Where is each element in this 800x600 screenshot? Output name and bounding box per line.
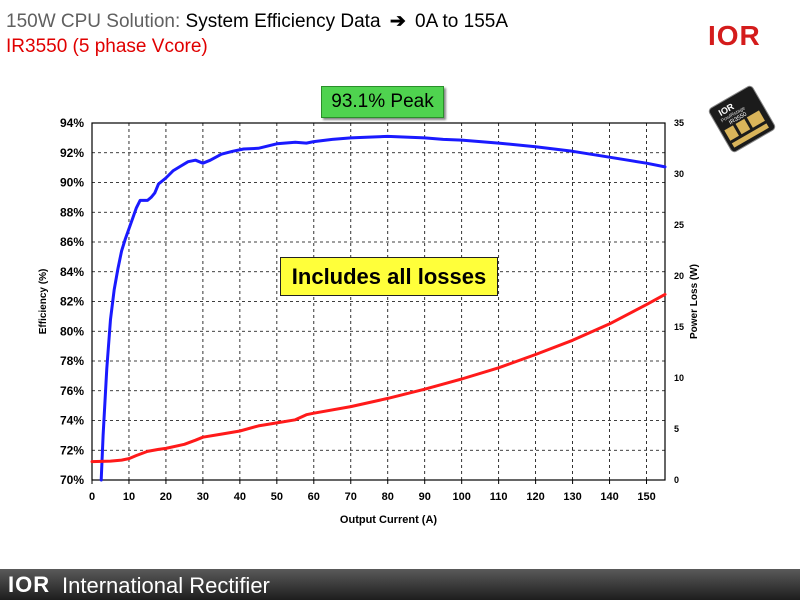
x-tick-label: 90 — [419, 491, 431, 503]
title-main: System Efficiency Data — [185, 11, 381, 32]
x-tick-label: 50 — [271, 491, 283, 503]
footer-company-name: International Rectifier — [62, 573, 270, 598]
x-tick-label: 30 — [197, 491, 209, 503]
y2-axis-title: Power Loss (W) — [689, 264, 700, 339]
x-axis-title: Output Current (A) — [340, 514, 437, 526]
y2-tick-label: 5 — [674, 424, 679, 434]
slide-title: 150W CPU Solution: System Efficiency Dat… — [6, 10, 508, 33]
right-arrow-icon: ➔ — [389, 11, 406, 32]
y-tick-label: 72% — [60, 443, 84, 457]
y-tick-label: 84% — [60, 265, 84, 279]
x-tick-label: 20 — [160, 491, 172, 503]
y-tick-label: 86% — [60, 235, 84, 249]
plot-border — [91, 122, 666, 481]
power-loss-series-line — [90, 292, 667, 464]
y-tick-label: 80% — [60, 324, 84, 338]
x-tick-label: 140 — [600, 491, 618, 503]
x-tick-label: 150 — [637, 491, 655, 503]
x-tick-label: 80 — [382, 491, 394, 503]
y-tick-label: 92% — [60, 146, 84, 160]
x-tick-label: 100 — [452, 491, 470, 503]
y2-tick-label: 25 — [674, 220, 684, 230]
y-tick-label: 76% — [60, 384, 84, 398]
y-tick-label: 70% — [60, 473, 84, 487]
x-tick-label: 130 — [563, 491, 581, 503]
x-tick-label: 110 — [490, 491, 508, 503]
x-tick-label: 70 — [345, 491, 357, 503]
y2-tick-label: 35 — [674, 118, 684, 128]
y-tick-label: 74% — [60, 414, 84, 428]
y2-tick-label: 0 — [674, 475, 679, 485]
y-tick-label: 82% — [60, 295, 84, 309]
peak-label-box: 93.1% Peak — [321, 86, 444, 118]
x-tick-label: 60 — [308, 491, 320, 503]
y2-tick-label: 10 — [674, 373, 684, 383]
title-prefix: 150W CPU Solution: — [6, 11, 181, 32]
y-axis-title: Efficiency (%) — [38, 269, 49, 335]
efficiency-chart: 0 10 20 30 40 50 60 70 80 90 100 110 120 130 140 15070%… — [38, 116, 700, 526]
footer-logo: IOR — [8, 572, 51, 597]
y-tick-label: 90% — [60, 176, 84, 190]
y2-tick-label: 15 — [674, 322, 684, 332]
efficiency-series-line — [99, 134, 667, 482]
y-tick-label: 88% — [60, 205, 84, 219]
losses-label-box: Includes all losses — [280, 257, 498, 296]
chip-image: IOR PowIRstage IR3550 — [708, 85, 776, 153]
y2-tick-label: 30 — [674, 169, 684, 179]
footer-bar: IOR International Rectifier — [0, 569, 800, 600]
y-tick-label: 94% — [60, 116, 84, 130]
title-range: 0A to 155A — [415, 11, 508, 32]
plot-area — [92, 123, 665, 480]
y-tick-label: 78% — [60, 354, 84, 368]
company-logo: IOR — [708, 20, 761, 51]
slide-subtitle: IR3550 (5 phase Vcore) — [6, 36, 208, 57]
x-tick-label: 120 — [526, 491, 544, 503]
x-tick-label: 0 — [89, 491, 95, 503]
x-tick-label: 10 — [123, 491, 135, 503]
x-tick-label: 40 — [234, 491, 246, 503]
y2-tick-label: 20 — [674, 271, 684, 281]
